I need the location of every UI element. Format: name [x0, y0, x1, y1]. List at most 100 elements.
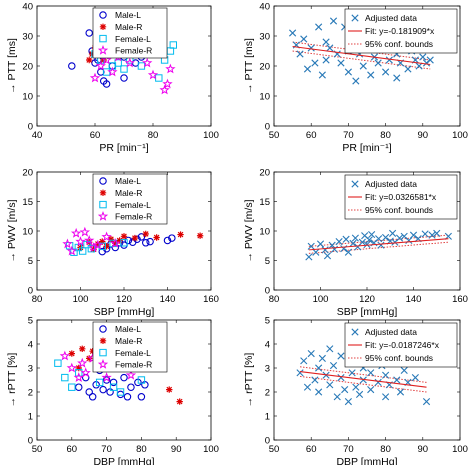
- y-tick-label: 20: [259, 61, 270, 72]
- adjusted-data-point-11: [329, 362, 338, 370]
- male-l-point-11: [146, 237, 154, 246]
- adjusted-data-point-3: [300, 35, 308, 43]
- female-l-point-3: [78, 247, 87, 255]
- x-tick-label: 80: [148, 130, 159, 141]
- y-tick-label: 10: [22, 226, 33, 237]
- male-r-point-10: [131, 234, 139, 242]
- male-r-point-15: [176, 398, 183, 405]
- x-tick-label: 100: [203, 130, 219, 141]
- legend-male-l-point-0: [99, 325, 107, 333]
- adjusted-data-point-19: [368, 230, 376, 239]
- female-r-point-6: [124, 57, 135, 68]
- female-l-point-6: [116, 388, 125, 396]
- female-l-point-8: [137, 376, 146, 384]
- legend-male-l-point-0: [99, 177, 107, 185]
- legend-female-r-point-0: [97, 210, 109, 221]
- y-tick-label: 0: [28, 121, 33, 132]
- adjusted-data-point-20: [352, 383, 360, 391]
- x-axis-label: SBP [mmHg]: [94, 306, 155, 318]
- female-r-point-8: [125, 369, 137, 380]
- adjusted-data-point-8: [318, 71, 326, 79]
- male-l-point-6: [124, 236, 133, 245]
- x-tick-label: 90: [171, 444, 182, 455]
- adjusted-data-point-5: [323, 252, 332, 260]
- legend-female-l-point-0: [99, 200, 107, 209]
- x-tick-label: 120: [116, 294, 132, 305]
- plot-data: [62, 226, 204, 256]
- legend-female-r-point-0: [97, 358, 109, 369]
- adjusted-data-point-35: [396, 388, 405, 396]
- male-l-point-13: [127, 383, 135, 391]
- x-tick-label: 80: [380, 444, 391, 455]
- female-r-point-4: [79, 226, 91, 237]
- male-l-point-14: [120, 74, 128, 82]
- y-tick-label: 4: [265, 339, 270, 350]
- adjusted-data-point-2: [303, 383, 312, 391]
- adjusted-data-point-1: [300, 357, 308, 365]
- adjusted-data-point-4: [321, 246, 329, 254]
- male-l-point-3: [88, 393, 97, 401]
- male-r-point-4: [89, 348, 96, 355]
- axis-frame: [273, 319, 461, 441]
- x-tick-label: 70: [343, 444, 354, 455]
- x-axis-label: PR [min⁻¹]: [99, 142, 148, 154]
- x-tick-label: 60: [67, 444, 78, 455]
- chart-panel-5: 50 60 70 80 90 100 0 1 2 3 4 5 DBP [mmHg] → rPTT [%] M…: [6, 315, 219, 465]
- male-l-point-9: [137, 233, 146, 241]
- male-r-point-1: [75, 364, 82, 372]
- axis-frame: [36, 5, 212, 127]
- adjusted-data-point-12: [333, 393, 341, 401]
- y-tick-label: 0: [265, 121, 270, 132]
- male-r-point-2: [79, 345, 86, 352]
- legend-male-l-point-0: [99, 11, 107, 19]
- male-l-point-9: [109, 378, 118, 387]
- female-r-point-0: [62, 238, 73, 249]
- adjusted-data-point-25: [367, 386, 375, 394]
- adjusted-data-point-14: [337, 374, 345, 382]
- adjusted-data-point-12: [329, 17, 338, 25]
- x-tick-label: 70: [101, 444, 112, 455]
- female-r-point-8: [147, 69, 159, 80]
- female-r-point-5: [84, 235, 95, 245]
- male-r-point-12: [153, 234, 160, 241]
- adjusted-data-point-7: [318, 354, 326, 362]
- y-tick-label: 3: [265, 363, 270, 374]
- adjusted-data-point-30: [382, 371, 390, 379]
- female-l-point-5: [87, 245, 96, 253]
- female-r-point-9: [110, 237, 121, 248]
- adjusted-data-point-18: [348, 369, 356, 377]
- x-axis-label: DBP [mmHg]: [336, 456, 397, 465]
- axis-frame: [273, 171, 461, 291]
- x-tick-label: 140: [160, 294, 176, 305]
- x-tick-label: 70: [343, 130, 354, 141]
- adjusted-data-point-21: [355, 390, 364, 398]
- adjusted-data-point-17: [363, 240, 371, 249]
- male-l-point-0: [68, 62, 76, 70]
- female-r-point-0: [59, 350, 70, 361]
- y-tick-label: 20: [22, 167, 33, 178]
- legend-male-r-point-0: [99, 337, 107, 344]
- x-axis-label: SBP [mmHg]: [337, 306, 398, 318]
- y-tick-label: 30: [259, 31, 270, 42]
- legend-entry: Adjusted data: [365, 179, 417, 189]
- male-l-point-13: [168, 234, 176, 242]
- legend-adjusted-data-point-0: [351, 328, 359, 336]
- legend-box: [344, 174, 458, 220]
- legend-box: [92, 173, 168, 225]
- adjusted-data-point-37: [404, 65, 412, 73]
- male-l-point-16: [137, 393, 146, 401]
- adjusted-data-point-2: [296, 50, 304, 58]
- y-tick-label: 20: [259, 167, 270, 178]
- adjusted-data-point-39: [422, 398, 431, 406]
- legend: Adjusted data Fit: y=0.0326581*x 95% conf.…: [344, 174, 458, 220]
- x-tick-label: 160: [452, 294, 468, 305]
- adjusted-data-point-21: [375, 235, 383, 243]
- adjusted-data-point-15: [358, 238, 366, 246]
- adjusted-data-point-38: [411, 374, 419, 382]
- adjusted-data-point-33: [428, 231, 436, 239]
- x-tick-label: 90: [418, 130, 429, 141]
- legend-entry: Male-R: [115, 336, 142, 346]
- legend-entry: 95% conf. bounds: [365, 39, 433, 49]
- adjusted-data-point-28: [374, 378, 382, 386]
- axis-frame: [36, 319, 212, 441]
